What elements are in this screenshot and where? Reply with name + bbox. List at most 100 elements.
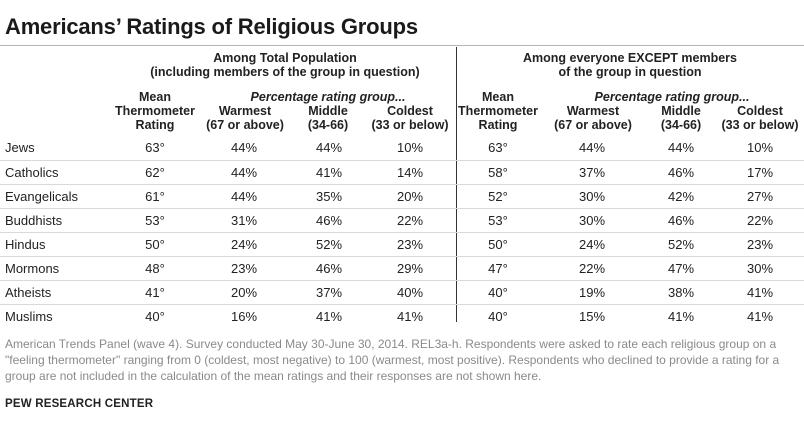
except-mean-cell: 53° [488,213,508,228]
methodology-note: American Trends Panel (wave 4). Survey c… [5,337,780,383]
except-warmest-cell: 30% [578,189,606,204]
total-middle-header: Middle (34-66) [293,104,363,132]
group-name: Hindus [5,237,46,252]
except-members-title: Among everyone EXCEPT members [523,51,737,65]
warmest-label: Warmest [566,104,620,118]
total-mean-cell: 50° [145,237,165,252]
except-middle-header: Middle (34-66) [646,104,716,132]
total-mean-cell: 63° [145,140,165,155]
except-pct-group-header: Percentage rating group... [594,90,750,104]
title-divider [0,45,804,46]
except-middle-cell: 52% [667,237,695,252]
total-mean-cell: 53° [145,213,165,228]
except-coldest-cell: 23% [746,237,774,252]
except-warmest-header: Warmest (67 or above) [545,104,641,132]
except-mean-cell: 40° [488,285,508,300]
except-warmest-cell: 22% [578,261,606,276]
except-coldest-cell: 22% [746,213,774,228]
except-mean-cell: 52° [488,189,508,204]
total-warmest-cell: 24% [230,237,258,252]
coldest-label: Coldest [387,104,433,118]
table-row: Muslims 40° 16% 41% 41% 40° 15% 41% 41% [0,304,804,329]
total-middle-cell: 46% [315,261,343,276]
except-middle-cell: 44% [667,140,695,155]
except-middle-cell: 38% [667,285,695,300]
except-middle-cell: 41% [667,309,695,324]
except-warmest-cell: 19% [578,285,606,300]
warmest-range: (67 or above) [554,118,632,132]
total-mean-header: Mean Thermometer Rating [110,90,200,132]
total-mean-cell: 40° [145,309,165,324]
mean-label: Mean [139,90,171,104]
except-members-header: Among everyone EXCEPT members of the gro… [456,51,804,79]
table-row: Mormons 48° 23% 46% 29% 47° 22% 47% 30% [0,256,804,281]
coldest-label: Coldest [737,104,783,118]
group-name: Buddhists [5,213,63,228]
middle-label: Middle [308,104,348,118]
total-warmest-cell: 31% [230,213,258,228]
rating-label: Rating [135,118,175,132]
except-coldest-cell: 27% [746,189,774,204]
total-warmest-header: Warmest (67 or above) [200,104,290,132]
total-coldest-cell: 41% [396,309,424,324]
except-coldest-cell: 41% [746,285,774,300]
except-warmest-cell: 44% [578,140,606,155]
middle-range: (34-66) [307,118,349,132]
total-pct-group-header: Percentage rating group... [250,90,406,104]
total-population-subtitle: (including members of the group in quest… [150,65,420,79]
except-mean-cell: 63° [488,140,508,155]
total-warmest-cell: 20% [230,285,258,300]
total-middle-cell: 46% [315,213,343,228]
middle-label: Middle [661,104,701,118]
table-row: Catholics 62° 44% 41% 14% 58° 37% 46% 17… [0,160,804,185]
except-middle-cell: 46% [667,165,695,180]
table-row: Jews 63° 44% 44% 10% 63° 44% 44% 10% [0,136,804,160]
total-middle-cell: 41% [315,309,343,324]
total-population-header: Among Total Population (including member… [110,51,460,79]
except-warmest-cell: 37% [578,165,606,180]
total-warmest-cell: 16% [230,309,258,324]
total-middle-cell: 41% [315,165,343,180]
total-coldest-cell: 10% [396,140,424,155]
except-middle-cell: 42% [667,189,695,204]
coldest-range: (33 or below) [721,118,799,132]
total-mean-cell: 62° [145,165,165,180]
except-warmest-cell: 15% [578,309,606,324]
warmest-range: (67 or above) [206,118,284,132]
middle-range: (34-66) [660,118,702,132]
group-name: Mormons [5,261,60,276]
table-row: Hindus 50° 24% 52% 23% 50° 24% 52% 23% [0,232,804,257]
total-coldest-cell: 22% [396,213,424,228]
total-population-title: Among Total Population [213,51,357,65]
except-middle-cell: 46% [667,213,695,228]
rating-label: Rating [478,118,518,132]
total-warmest-cell: 44% [230,165,258,180]
except-coldest-cell: 41% [746,309,774,324]
total-coldest-cell: 14% [396,165,424,180]
total-warmest-cell: 23% [230,261,258,276]
except-mean-cell: 40° [488,309,508,324]
total-mean-cell: 48° [145,261,165,276]
total-warmest-cell: 44% [230,189,258,204]
total-coldest-header: Coldest (33 or below) [365,104,455,132]
table-row: Evangelicals 61° 44% 35% 20% 52° 30% 42%… [0,184,804,209]
except-coldest-cell: 10% [746,140,774,155]
except-coldest-cell: 30% [746,261,774,276]
except-warmest-cell: 30% [578,213,606,228]
table-row: Atheists 41° 20% 37% 40% 40° 19% 38% 41% [0,280,804,305]
except-coldest-header: Coldest (33 or below) [716,104,804,132]
total-middle-cell: 44% [315,140,343,155]
group-name: Muslims [5,309,53,324]
total-warmest-cell: 44% [230,140,258,155]
thermometer-label: Thermometer [115,104,195,118]
table-row: Buddhists 53° 31% 46% 22% 53° 30% 46% 22… [0,208,804,233]
group-name: Jews [5,140,35,155]
total-coldest-cell: 29% [396,261,424,276]
thermometer-label: Thermometer [458,104,538,118]
total-middle-cell: 35% [315,189,343,204]
source-credit: PEW RESEARCH CENTER [5,398,154,410]
total-middle-cell: 52% [315,237,343,252]
total-mean-cell: 61° [145,189,165,204]
except-mean-cell: 47° [488,261,508,276]
except-middle-cell: 47% [667,261,695,276]
